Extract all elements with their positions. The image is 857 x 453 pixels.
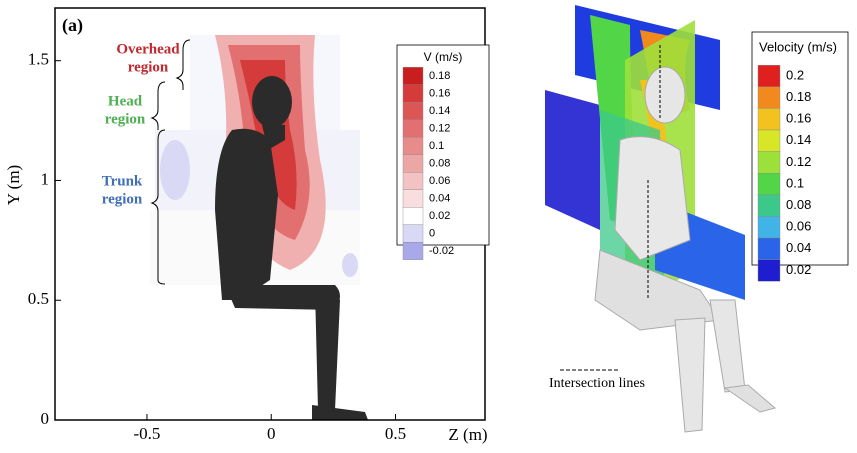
legend-swatch xyxy=(758,238,780,260)
legend-level: 0.02 xyxy=(429,210,450,222)
legend-level: 0.02 xyxy=(786,262,811,277)
legend-title: V (m/s) xyxy=(424,50,463,64)
y-tick-label: 0 xyxy=(41,409,50,428)
legend-level: 0.04 xyxy=(429,192,450,204)
legend-swatch xyxy=(758,152,780,174)
legend-level: 0.1 xyxy=(786,175,804,190)
legend-swatch xyxy=(403,172,423,190)
region-label: region xyxy=(128,59,169,75)
legend-title: Velocity (m/s) xyxy=(759,39,837,54)
legend-level: 0 xyxy=(429,227,435,239)
panel-label: (a) xyxy=(62,15,83,36)
legend-swatch xyxy=(758,173,780,195)
region-label: region xyxy=(105,111,146,127)
legend-level: 0.12 xyxy=(786,154,811,169)
legend-level: 0.18 xyxy=(786,89,811,104)
legend-swatch xyxy=(403,120,423,138)
legend-level: 0.1 xyxy=(429,140,444,152)
legend-swatch xyxy=(758,87,780,109)
legend-swatch xyxy=(758,108,780,130)
legend-swatch xyxy=(758,195,780,217)
legend-level: 0.06 xyxy=(429,175,450,187)
legend-level: 0.2 xyxy=(786,67,804,82)
legend-swatch xyxy=(403,242,423,260)
y-tick-label: 1 xyxy=(41,169,50,188)
legend-level: 0.18 xyxy=(429,70,450,82)
region-label: Head xyxy=(108,93,143,109)
x-tick-label: -0.5 xyxy=(134,424,161,443)
x-tick-label: 0 xyxy=(267,424,276,443)
legend-level: 0.12 xyxy=(429,122,450,134)
legend-swatch xyxy=(403,207,423,225)
figure: -0.5 0 0.5 0 0.5 1 1.5 Z (m) Y (m) (a) Overhead reg… xyxy=(0,0,857,448)
legend-swatch xyxy=(758,260,780,282)
region-label: region xyxy=(102,191,143,207)
region-label: Trunk xyxy=(102,173,143,189)
legend-level: 0.14 xyxy=(786,132,811,147)
legend-swatch xyxy=(403,137,423,155)
legend-level: 0.14 xyxy=(429,105,450,117)
legend-swatch xyxy=(403,155,423,173)
legend-level: 0.16 xyxy=(429,87,450,99)
legend-level: -0.02 xyxy=(429,245,454,257)
legend-swatch xyxy=(403,225,423,243)
y-axis-label: Y (m) xyxy=(4,165,23,205)
legend-level: 0.06 xyxy=(786,219,811,234)
legend-swatch xyxy=(403,85,423,103)
legend-level: 0.04 xyxy=(786,240,811,255)
legend-level: 0.08 xyxy=(786,197,811,212)
legend-level: 0.16 xyxy=(786,111,811,126)
x-tick-label: 0.5 xyxy=(385,424,406,443)
y-tick-label: 0.5 xyxy=(28,289,49,308)
legend-swatch xyxy=(403,190,423,208)
page: -0.5 0 0.5 0 0.5 1 1.5 Z (m) Y (m) (a) Overhead reg… xyxy=(0,0,857,453)
legend-swatch xyxy=(758,130,780,152)
cfd-render xyxy=(545,5,775,432)
y-tick-label: 1.5 xyxy=(28,50,49,69)
legend-swatch xyxy=(758,65,780,87)
legend-level: 0.08 xyxy=(429,157,450,169)
legend-swatch xyxy=(758,216,780,238)
legend-swatch xyxy=(403,67,423,85)
region-label: Overhead xyxy=(116,41,180,57)
x-axis-label: Z (m) xyxy=(448,425,487,444)
annotation: Intersection lines xyxy=(549,376,645,391)
legend-swatch xyxy=(403,102,423,120)
